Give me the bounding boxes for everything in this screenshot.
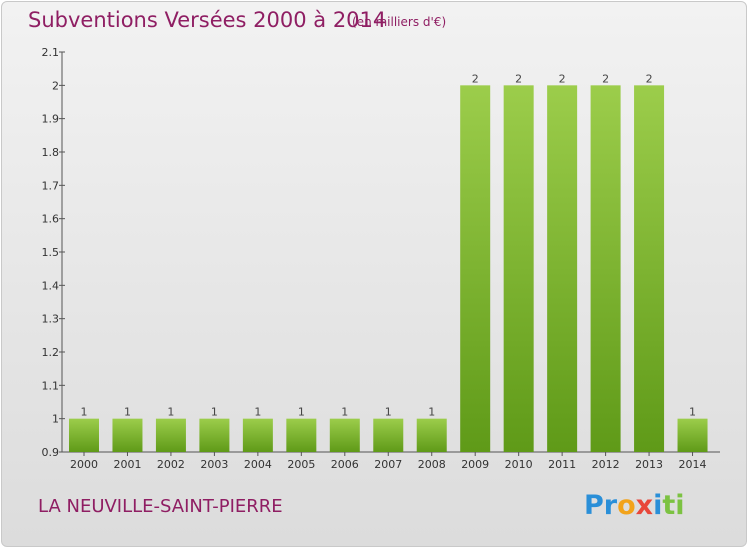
data-label: 1 bbox=[298, 406, 305, 419]
logo-part: ti bbox=[662, 490, 685, 521]
x-tick-label: 2004 bbox=[244, 458, 272, 471]
data-label: 1 bbox=[428, 406, 435, 419]
x-tick-label: 2009 bbox=[461, 458, 489, 471]
bar bbox=[503, 85, 534, 452]
x-tick-label: 2002 bbox=[157, 458, 185, 471]
bar bbox=[634, 85, 665, 452]
logo-part: i bbox=[653, 490, 663, 521]
y-tick-label: 1.7 bbox=[42, 179, 60, 192]
bar bbox=[199, 418, 230, 452]
data-label: 2 bbox=[646, 72, 653, 85]
chart-labels: 2000 1 2001 1 2002 1 2003 1 2004 1 2005 1 2006 1 2007 1… bbox=[70, 72, 707, 471]
x-tick-label: 2014 bbox=[679, 458, 707, 471]
data-label: 1 bbox=[124, 406, 131, 419]
x-tick-label: 2005 bbox=[287, 458, 315, 471]
y-tick-label: 1.4 bbox=[42, 279, 60, 292]
logo-part: x bbox=[635, 490, 654, 521]
x-tick-label: 2008 bbox=[418, 458, 446, 471]
bar bbox=[286, 418, 317, 452]
logo-part: o bbox=[617, 490, 636, 521]
x-tick-label: 2006 bbox=[331, 458, 359, 471]
y-tick-label: 1.5 bbox=[42, 246, 60, 259]
data-label: 1 bbox=[81, 406, 88, 419]
bar bbox=[373, 418, 404, 452]
y-tick-label: 1.3 bbox=[42, 313, 60, 326]
x-tick-label: 2000 bbox=[70, 458, 98, 471]
y-tick-label: 1.8 bbox=[42, 146, 60, 159]
y-tick-label: 1 bbox=[52, 413, 59, 426]
y-tick-label: 1.1 bbox=[42, 379, 60, 392]
x-tick-label: 2010 bbox=[505, 458, 533, 471]
chart-title: Subventions Versées 2000 à 2014 bbox=[28, 8, 387, 32]
x-tick-label: 2012 bbox=[592, 458, 620, 471]
chart-bars bbox=[69, 85, 708, 452]
data-label: 2 bbox=[602, 72, 609, 85]
data-label: 1 bbox=[167, 406, 174, 419]
data-label: 2 bbox=[559, 72, 566, 85]
y-tick-label: 1.6 bbox=[42, 213, 60, 226]
logo-part: Pr bbox=[584, 490, 618, 521]
bar bbox=[112, 418, 143, 452]
bar bbox=[677, 418, 708, 452]
data-label: 2 bbox=[472, 72, 479, 85]
y-tick-label: 2.1 bbox=[42, 46, 60, 59]
x-tick-label: 2013 bbox=[635, 458, 663, 471]
chart-subtitle: (en milliers d'€) bbox=[352, 15, 447, 29]
x-tick-label: 2001 bbox=[113, 458, 141, 471]
y-tick-label: 1.9 bbox=[42, 113, 60, 126]
data-label: 1 bbox=[341, 406, 348, 419]
bar bbox=[155, 418, 186, 452]
place-name: LA NEUVILLE-SAINT-PIERRE bbox=[38, 496, 283, 517]
bar bbox=[416, 418, 447, 452]
bar bbox=[329, 418, 360, 452]
x-tick-label: 2007 bbox=[374, 458, 402, 471]
y-tick-label: 2 bbox=[52, 79, 59, 92]
bar bbox=[69, 418, 99, 452]
data-label: 1 bbox=[689, 406, 696, 419]
y-tick-label: 0.9 bbox=[42, 446, 60, 459]
bar bbox=[460, 85, 491, 452]
data-label: 1 bbox=[254, 406, 261, 419]
bar bbox=[242, 418, 273, 452]
data-label: 1 bbox=[211, 406, 218, 419]
data-label: 1 bbox=[385, 406, 392, 419]
x-tick-label: 2011 bbox=[548, 458, 576, 471]
bar bbox=[547, 85, 578, 452]
x-tick-label: 2003 bbox=[200, 458, 228, 471]
y-tick-label: 1.2 bbox=[42, 346, 60, 359]
data-label: 2 bbox=[515, 72, 522, 85]
bar bbox=[590, 85, 621, 452]
proxiti-logo[interactable]: Proxiti bbox=[584, 490, 685, 521]
